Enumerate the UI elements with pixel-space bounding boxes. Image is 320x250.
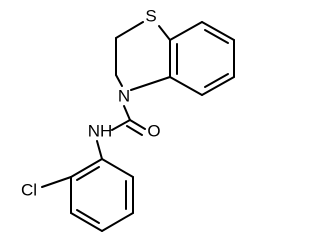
bonds [41,21,235,232]
bond [129,119,146,130]
bond-inner [204,29,229,44]
atom-label: Cl [21,180,37,199]
bond [41,176,72,188]
bond [101,158,134,178]
bond [158,25,171,41]
bond-inner [76,209,100,224]
bond [96,140,103,160]
bond [123,105,131,121]
bond-double [126,125,143,136]
bond [115,21,144,39]
atom-label: N [118,86,130,105]
bond [70,212,103,232]
atom-label: NH [88,121,113,140]
bond [111,119,131,131]
bond [169,76,203,96]
bond-inner [204,73,229,88]
bond [201,76,235,96]
bond [115,74,123,87]
structure-diagram: S N NH O Cl [21,6,235,232]
bond [101,212,134,232]
bond [70,158,103,178]
atom-labels: S N NH O Cl [21,6,161,199]
atom-label: O [147,121,160,140]
atom-label: S [145,6,156,25]
bond [201,21,235,41]
bond [130,76,171,91]
bond [169,21,203,41]
bond-inner [76,166,100,181]
